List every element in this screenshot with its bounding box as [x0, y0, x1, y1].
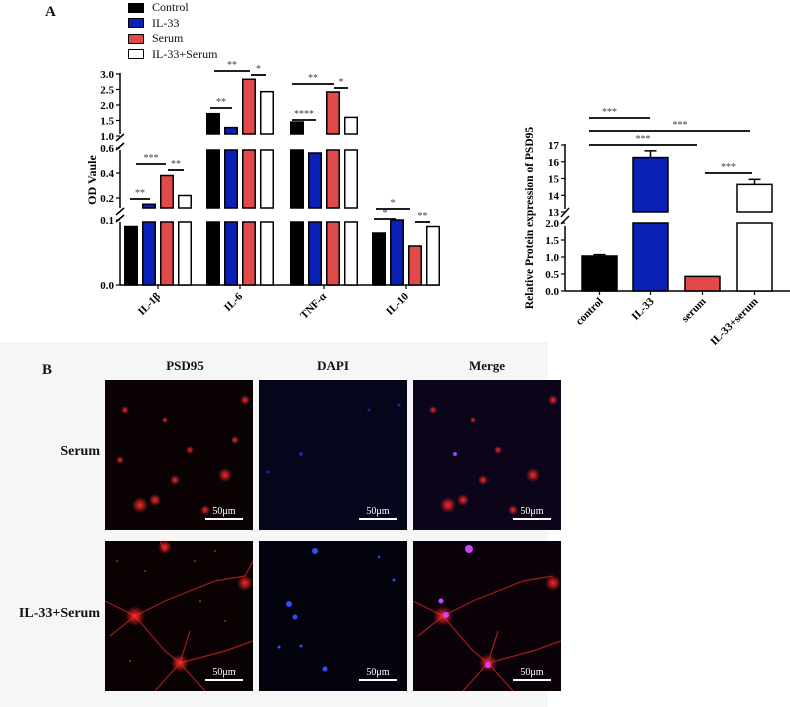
svg-text:IL-10: IL-10: [384, 290, 411, 317]
psd95-stain-image: [116, 395, 250, 515]
svg-text:17: 17: [548, 140, 560, 152]
legend-label: IL-33+Serum: [152, 46, 218, 61]
svg-text:1.0: 1.0: [545, 252, 559, 264]
column-title-merge: Merge: [468, 358, 506, 373]
svg-text:2.5: 2.5: [100, 85, 114, 97]
svg-text:1.5: 1.5: [100, 116, 114, 128]
svg-text:IL-1β: IL-1β: [136, 290, 163, 317]
svg-text:***: ***: [636, 134, 651, 145]
svg-text:0.5: 0.5: [545, 269, 559, 281]
merge-stain-image: [429, 395, 558, 515]
svg-text:IL-33+serum: IL-33+serum: [708, 296, 760, 345]
micrograph-il33-serum-psd95: 50μm: [105, 541, 253, 691]
svg-text:*: *: [339, 77, 344, 88]
svg-text:15: 15: [548, 174, 560, 186]
svg-text:3.0: 3.0: [100, 69, 114, 81]
svg-text:TNF-α: TNF-α: [298, 290, 330, 322]
svg-text:IL-33: IL-33: [630, 295, 657, 322]
svg-text:16: 16: [548, 157, 560, 169]
legend-item: Control: [128, 0, 217, 16]
legend-swatch: [128, 49, 144, 60]
legend-label: IL-33: [152, 15, 180, 30]
scale-bar-label: 50μm: [366, 667, 390, 678]
scale-bar: 50μm: [513, 667, 551, 681]
chart-legend: Control IL-33 Serum IL-33+Serum: [128, 0, 217, 62]
svg-text:2.0: 2.0: [545, 218, 559, 230]
legend-item: IL-33: [128, 16, 217, 32]
legend-swatch: [128, 18, 144, 29]
svg-text:0.6: 0.6: [100, 143, 114, 155]
svg-text:0.2: 0.2: [100, 193, 114, 205]
column-title-psd95: PSD95: [166, 358, 204, 373]
svg-text:*: *: [256, 64, 261, 75]
svg-text:**: **: [308, 73, 318, 84]
svg-text:14: 14: [548, 190, 560, 202]
micrograph-il33-serum-dapi: 50μm: [259, 541, 407, 691]
micrograph-serum-merge: 50μm: [413, 380, 561, 530]
legend-label: Serum: [152, 31, 184, 46]
svg-text:Relative Protein expression of: Relative Protein expression of PSD95: [524, 127, 536, 310]
svg-text:**: **: [135, 188, 145, 199]
scale-bar-label: 50μm: [212, 506, 236, 517]
legend-swatch: [128, 33, 144, 44]
row-title-il33-serum: IL-33+Serum: [18, 606, 100, 621]
svg-text:13: 13: [548, 207, 560, 219]
column-title-dapi: DAPI: [317, 358, 349, 373]
svg-text:**: **: [227, 60, 237, 71]
svg-text:0.0: 0.0: [100, 280, 114, 292]
scale-bar-label: 50μm: [212, 667, 236, 678]
svg-text:*: *: [383, 208, 388, 219]
svg-text:**: **: [216, 97, 226, 108]
svg-text:1.5: 1.5: [545, 235, 559, 247]
scale-bar-label: 50μm: [520, 506, 544, 517]
scale-bar: 50μm: [205, 506, 243, 520]
micrograph-serum-dapi: 50μm: [259, 380, 407, 530]
dapi-stain-image: [266, 403, 401, 474]
svg-text:***: ***: [673, 120, 688, 131]
svg-text:0.0: 0.0: [545, 286, 559, 298]
svg-text:****: ****: [294, 109, 314, 120]
micrograph-serum-psd95: 50μm: [105, 380, 253, 530]
scale-bar: 50μm: [359, 506, 397, 520]
cytokine-bar-chart: 0.0 0.1 0.2 0.4 0.61.0 1.5 2.0 2.5 3.0 OD Vaule IL…: [85, 60, 440, 322]
row-title-serum: Serum: [60, 444, 100, 459]
scale-bar: 50μm: [359, 667, 397, 681]
dapi-stain-image: [277, 548, 396, 672]
svg-text:1.0: 1.0: [100, 131, 114, 143]
scale-bar-label: 50μm: [520, 667, 544, 678]
psd95-stain-image: [105, 541, 253, 691]
svg-text:**: **: [418, 211, 428, 222]
svg-text:***: ***: [144, 153, 159, 164]
micrograph-il33-serum-merge: 50μm: [413, 541, 561, 691]
scale-bar-label: 50μm: [366, 506, 390, 517]
legend-swatch: [128, 2, 144, 13]
svg-text:**: **: [171, 159, 181, 170]
svg-text:***: ***: [721, 162, 736, 173]
scale-bar: 50μm: [205, 667, 243, 681]
svg-text:*: *: [391, 198, 396, 209]
scale-bar: 50μm: [513, 506, 551, 520]
svg-text:OD Vaule: OD Vaule: [85, 154, 99, 204]
svg-text:***: ***: [602, 107, 617, 118]
svg-text:serum: serum: [679, 296, 708, 325]
panel-a-label: A: [45, 4, 56, 20]
svg-text:2.0: 2.0: [100, 100, 114, 112]
merge-stain-image: [413, 545, 561, 691]
panel-b-label: B: [42, 362, 53, 378]
legend-item: Serum: [128, 31, 217, 47]
svg-text:0.1: 0.1: [100, 215, 114, 227]
psd95-bar-chart: 0.0 0.5 1.0 1.5 2.013 14 15 16 17 Relative Protei…: [524, 107, 790, 345]
svg-text:control: control: [574, 296, 606, 328]
legend-item: IL-33+Serum: [128, 47, 217, 63]
svg-text:0.4: 0.4: [100, 168, 114, 180]
legend-label: Control: [152, 0, 189, 15]
svg-text:IL-6: IL-6: [222, 290, 246, 314]
